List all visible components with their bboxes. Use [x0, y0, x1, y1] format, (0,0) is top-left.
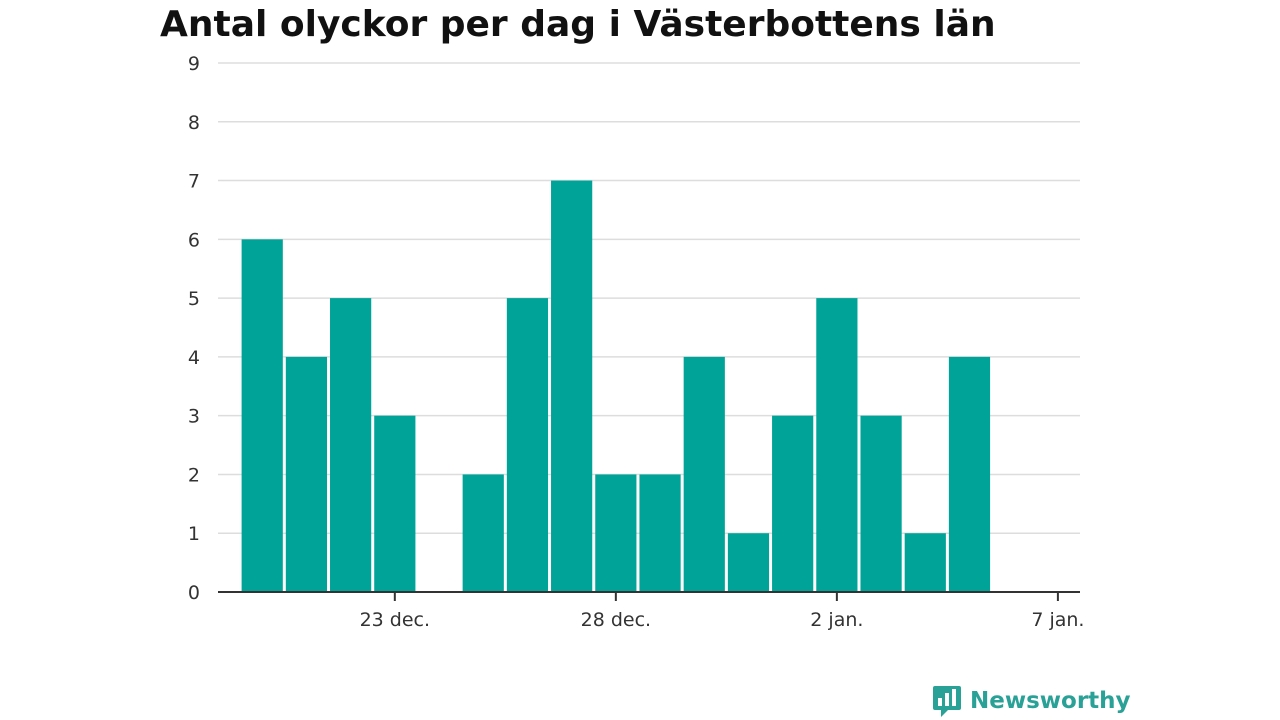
y-tick-label: 2 — [188, 464, 200, 486]
newsworthy-logo: Newsworthy — [932, 684, 1131, 718]
bar — [241, 239, 283, 593]
bar — [595, 474, 637, 592]
bar — [551, 180, 593, 593]
bar — [374, 415, 416, 592]
y-tick-label: 7 — [188, 171, 200, 193]
y-tick-label: 4 — [188, 347, 200, 369]
x-tick-label: 23 dec. — [360, 609, 430, 631]
x-axis-ticks: 23 dec. 28 dec. 2 jan. 7 jan. — [360, 592, 1084, 631]
bar — [948, 356, 991, 592]
bar — [506, 298, 549, 592]
bar — [860, 415, 902, 592]
bar — [683, 356, 725, 592]
bar — [727, 533, 770, 592]
bar — [904, 533, 946, 592]
bars — [241, 180, 991, 593]
x-tick-label: 2 jan. — [810, 609, 863, 631]
x-tick-label: 28 dec. — [581, 609, 651, 631]
y-tick-label: 9 — [188, 53, 200, 75]
y-tick-label: 1 — [188, 523, 200, 545]
y-tick-label: 6 — [188, 229, 200, 251]
bar — [639, 474, 681, 592]
y-tick-label: 5 — [188, 288, 200, 310]
bar — [330, 298, 372, 592]
bar — [285, 356, 328, 592]
y-tick-label: 8 — [188, 112, 200, 134]
bar — [816, 298, 858, 592]
chart-title: Antal olyckor per dag i Västerbottens lä… — [160, 4, 996, 45]
brand-name: Newsworthy — [970, 688, 1131, 714]
y-tick-label: 3 — [188, 406, 200, 428]
y-tick-label: 0 — [188, 582, 200, 604]
bar — [462, 474, 504, 592]
y-axis-ticks: 0 1 2 3 4 5 6 7 8 9 — [188, 53, 200, 604]
x-tick-label: 7 jan. — [1031, 609, 1084, 631]
bar — [772, 415, 814, 592]
bar-chart-speech-bubble-icon — [933, 686, 961, 717]
